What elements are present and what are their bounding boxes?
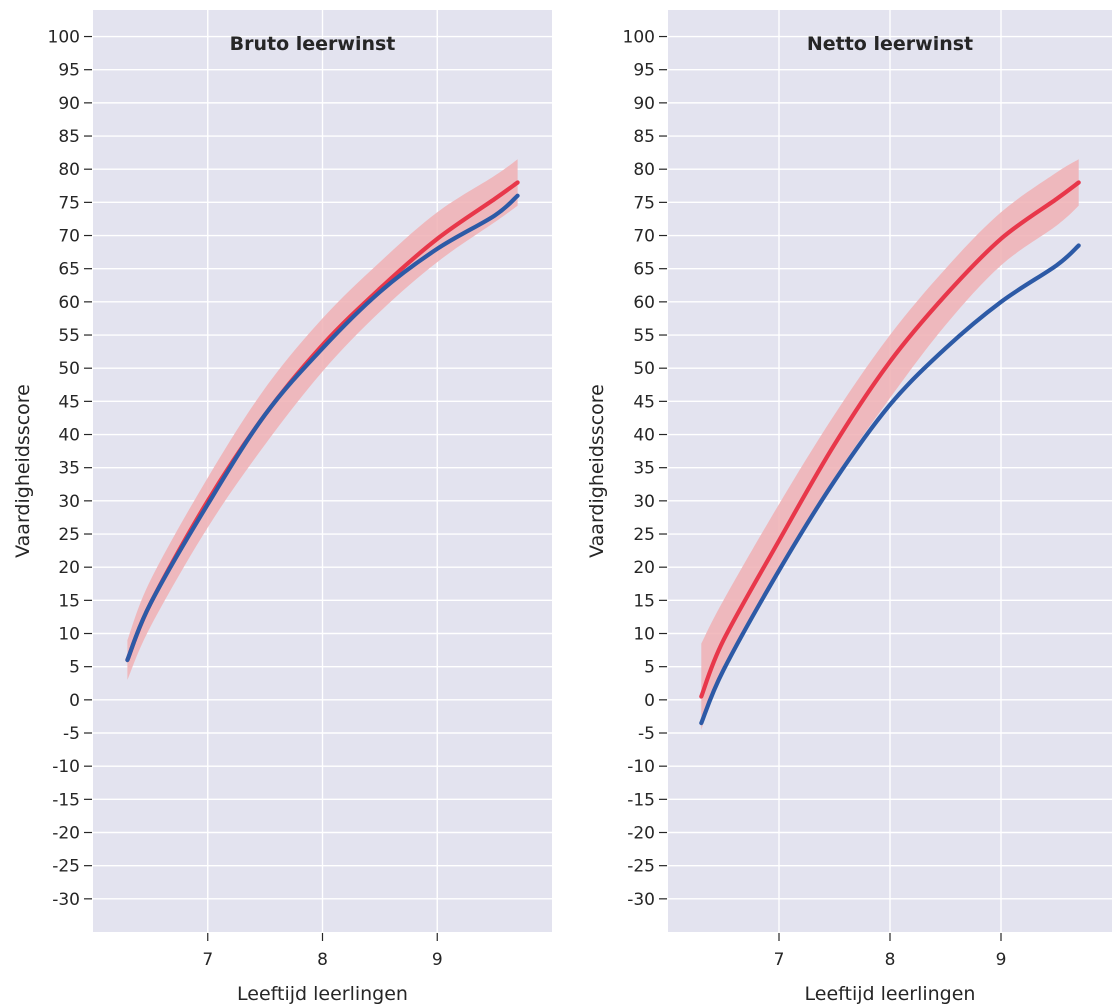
y-tick-label: 75 (633, 193, 655, 213)
y-tick-label: -15 (627, 790, 655, 810)
confidence-bands (701, 159, 1079, 730)
y-tick-label: 0 (69, 691, 80, 711)
series-lines (125, 180, 520, 663)
y-tick-label: 70 (633, 227, 655, 247)
y-tick-label: -25 (627, 857, 655, 877)
y-tick-label: -30 (52, 890, 80, 910)
series-line (699, 243, 1081, 726)
y-tick-label: -10 (627, 757, 655, 777)
y-tick-label: 25 (58, 525, 80, 545)
y-tick-label: 90 (633, 94, 655, 114)
x-axis-label: Leeftijd leerlingen (237, 983, 408, 1005)
y-tick-label: 95 (58, 61, 80, 81)
y-tick-label: 55 (58, 326, 80, 346)
x-tick-label: 8 (317, 950, 328, 970)
y-tick-label: 70 (58, 227, 80, 247)
series-lines (699, 180, 1081, 726)
x-tick-label: 7 (202, 950, 213, 970)
y-tick-label: 45 (58, 392, 80, 412)
y-tick-label: 15 (633, 591, 655, 611)
y-tick-label: 35 (633, 459, 655, 479)
y-tick-label: 90 (58, 94, 80, 114)
y-tick-label: -20 (627, 824, 655, 844)
y-tick-label: 60 (58, 293, 80, 313)
y-tick-label: -20 (52, 824, 80, 844)
y-tick-label: 5 (644, 658, 655, 678)
y-tick-label: 15 (58, 591, 80, 611)
y-tick-label: 80 (58, 160, 80, 180)
chart-panel-netto: 1009590858075706560555045403530252015105… (586, 10, 1112, 1005)
y-tick-label: 80 (633, 160, 655, 180)
series-line (125, 193, 520, 663)
y-axis-label: Vaardigheidsscore (586, 384, 608, 558)
y-tick-label: 100 (623, 28, 655, 48)
y-tick-label: -5 (638, 724, 655, 744)
y-tick-label: 55 (633, 326, 655, 346)
y-tick-label: 65 (58, 260, 80, 280)
y-tick-label: 85 (633, 127, 655, 147)
y-tick-label: 35 (58, 459, 80, 479)
x-tick-label: 9 (996, 950, 1007, 970)
y-tick-label: 30 (633, 492, 655, 512)
y-tick-label: 50 (58, 359, 80, 379)
y-tick-label: 45 (633, 392, 655, 412)
y-tick-label: 95 (633, 61, 655, 81)
x-tick-label: 7 (774, 950, 785, 970)
y-tick-label: -10 (52, 757, 80, 777)
x-tick-label: 9 (432, 950, 443, 970)
chart-panel-bruto: 1009590858075706560555045403530252015105… (12, 10, 552, 1005)
y-tick-label: -30 (627, 890, 655, 910)
y-tick-label: -15 (52, 790, 80, 810)
y-tick-label: 10 (58, 625, 80, 645)
x-tick-label: 8 (885, 950, 896, 970)
y-tick-label: 30 (58, 492, 80, 512)
y-tick-label: 85 (58, 127, 80, 147)
y-tick-label: 100 (48, 28, 80, 48)
grid-lines (668, 10, 1112, 932)
series-line (699, 180, 1081, 699)
y-tick-label: 0 (644, 691, 655, 711)
y-tick-label: 40 (633, 426, 655, 446)
y-axis-label: Vaardigheidsscore (12, 384, 34, 558)
y-tick-label: 40 (58, 426, 80, 446)
y-tick-label: 25 (633, 525, 655, 545)
axis-ticks: 1009590858075706560555045403530252015105… (48, 28, 443, 970)
axis-ticks: 1009590858075706560555045403530252015105… (623, 28, 1007, 970)
y-tick-label: 20 (58, 558, 80, 578)
chart-title: Bruto leerwinst (230, 33, 396, 55)
y-tick-label: 65 (633, 260, 655, 280)
y-tick-label: 60 (633, 293, 655, 313)
y-tick-label: 50 (633, 359, 655, 379)
confidence-band (701, 159, 1079, 730)
y-tick-label: -5 (63, 724, 80, 744)
chart-title: Netto leerwinst (807, 33, 973, 55)
y-tick-label: 5 (69, 658, 80, 678)
y-tick-label: -25 (52, 857, 80, 877)
x-axis-label: Leeftijd leerlingen (805, 983, 976, 1005)
y-tick-label: 75 (58, 193, 80, 213)
y-tick-label: 10 (633, 625, 655, 645)
y-tick-label: 20 (633, 558, 655, 578)
